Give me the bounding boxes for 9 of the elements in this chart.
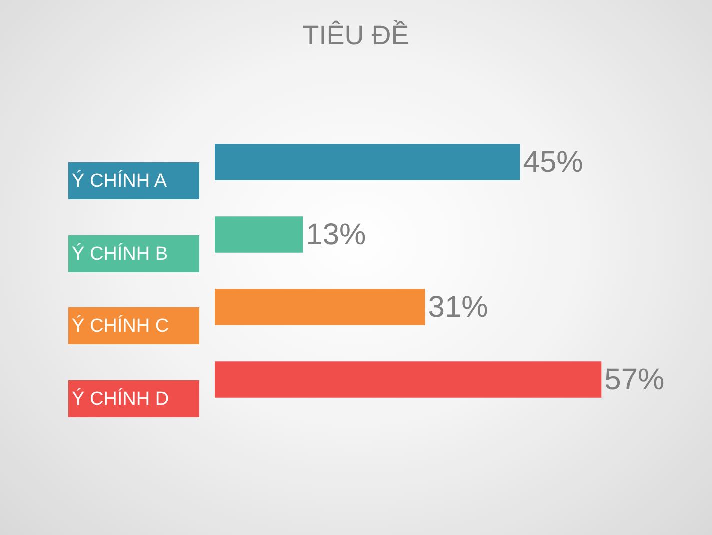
y-tick-label: Ý CHÍNH C — [72, 315, 170, 337]
chart-title: TIÊU ĐỀ — [302, 19, 410, 50]
data-label: 57% — [604, 363, 665, 396]
y-tick-label: Ý CHÍNH A — [72, 170, 168, 192]
y-tick-label: Ý CHÍNH B — [72, 243, 168, 265]
data-label: 13% — [306, 218, 366, 252]
data-label: 31% — [428, 290, 488, 324]
data-label: 45% — [523, 146, 584, 179]
y-tick-label: Ý CHÍNH D — [72, 388, 170, 410]
